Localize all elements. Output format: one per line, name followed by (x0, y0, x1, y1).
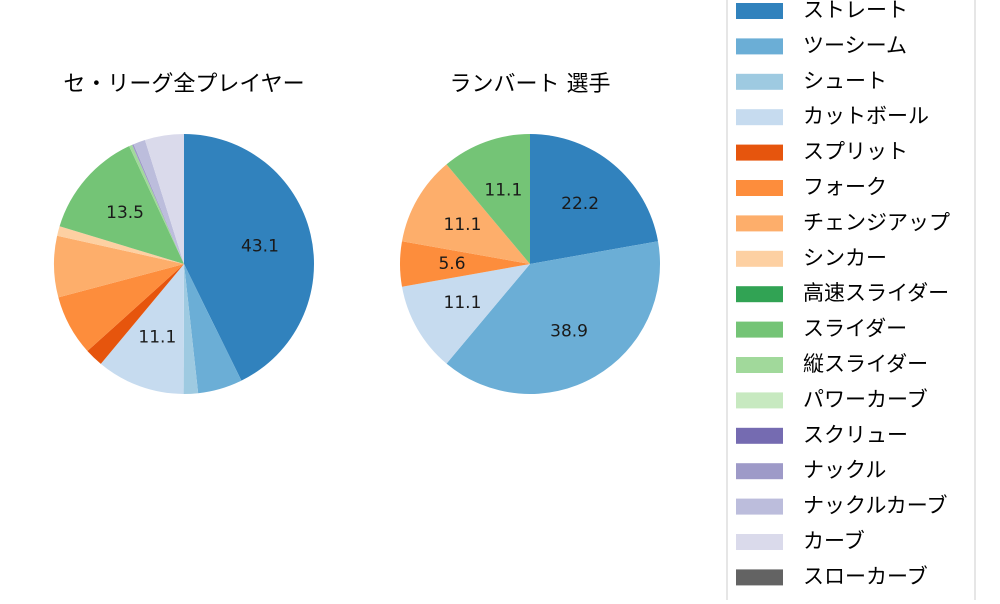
legend-swatch (736, 392, 783, 409)
slice-label: 11.1 (444, 215, 482, 235)
pie-title: ランバート 選手 (450, 72, 611, 97)
legend-swatch (736, 321, 783, 338)
legend-label: フォーク (803, 175, 887, 199)
legend-swatch (736, 250, 783, 267)
pie-slice-11 (129, 144, 184, 264)
legend-swatch (736, 215, 783, 232)
pie-slice-7 (402, 164, 530, 264)
pie-slice-3 (183, 264, 199, 394)
pie-slice-6 (58, 264, 184, 352)
legend-swatch (736, 357, 783, 373)
legend-swatch (736, 73, 783, 90)
slice-label: 38.9 (550, 322, 588, 342)
legend-swatch (736, 569, 783, 586)
legend-label: チェンジアップ (803, 210, 950, 234)
pie-title: セ・リーグ全プレイヤー (63, 72, 304, 97)
legend: ストレートツーシームシュートカットボールスプリットフォークチェンジアップシンカー… (726, 0, 976, 604)
pie-slice-10 (446, 134, 530, 264)
legend-label: スライダー (803, 317, 907, 341)
legend-frame (726, 0, 976, 604)
legend-swatch (736, 498, 783, 515)
pie-slice-8 (57, 226, 184, 264)
pie-slice-16 (144, 134, 184, 264)
legend-label: 高速スライダー (803, 281, 949, 305)
slice-label: 22.2 (561, 194, 599, 214)
pie-slice-14 (132, 144, 184, 264)
pie-slice-5 (87, 264, 184, 364)
pie-slice-4 (402, 264, 530, 364)
pie-slice-2 (446, 241, 660, 394)
pie-league: セ・リーグ全プレイヤー 43.1 11.1 13.5 (54, 72, 314, 394)
pie-slice-7 (54, 235, 184, 298)
legend-label: スクリュー (803, 423, 908, 447)
pie-slice-4 (100, 264, 184, 394)
legend-label: シュート (803, 69, 887, 93)
legend-label: スローカーブ (803, 564, 928, 588)
legend-swatch (736, 463, 783, 480)
legend-label: ナックル (803, 458, 886, 482)
legend-swatch (736, 38, 783, 55)
legend-swatch (736, 109, 783, 126)
legend-label: スプリット (803, 140, 908, 164)
slice-label: 11.1 (444, 293, 482, 313)
legend-label: シンカー (803, 246, 887, 270)
slice-label: 13.5 (106, 203, 144, 223)
legend-label: カットボール (803, 104, 929, 128)
pie-slice-10 (59, 146, 184, 264)
legend-swatch (736, 427, 783, 444)
legend-label: パワーカーブ (803, 387, 928, 411)
legend-label: ツーシーム (803, 33, 907, 57)
legend-swatch (736, 534, 783, 550)
slice-label: 5.6 (438, 254, 465, 274)
slice-label: 11.1 (138, 327, 176, 347)
legend-swatch (736, 144, 783, 161)
slice-label: 11.1 (484, 181, 522, 201)
legend-label: 縦スライダー (803, 352, 928, 376)
slice-label: 43.1 (241, 236, 279, 256)
legend-label: ストレート (803, 0, 908, 22)
pie-slice-2 (184, 264, 242, 394)
legend-label: カーブ (803, 529, 865, 553)
legend-swatch (736, 180, 783, 196)
legend-swatch (736, 286, 783, 303)
pie-slice-1 (184, 134, 314, 381)
legend-label: ナックルカーブ (803, 494, 947, 518)
pie-slice-6 (399, 241, 530, 287)
pie-slice-15 (133, 140, 184, 264)
legend-swatch (736, 3, 783, 19)
pie-slice-1 (530, 134, 658, 264)
